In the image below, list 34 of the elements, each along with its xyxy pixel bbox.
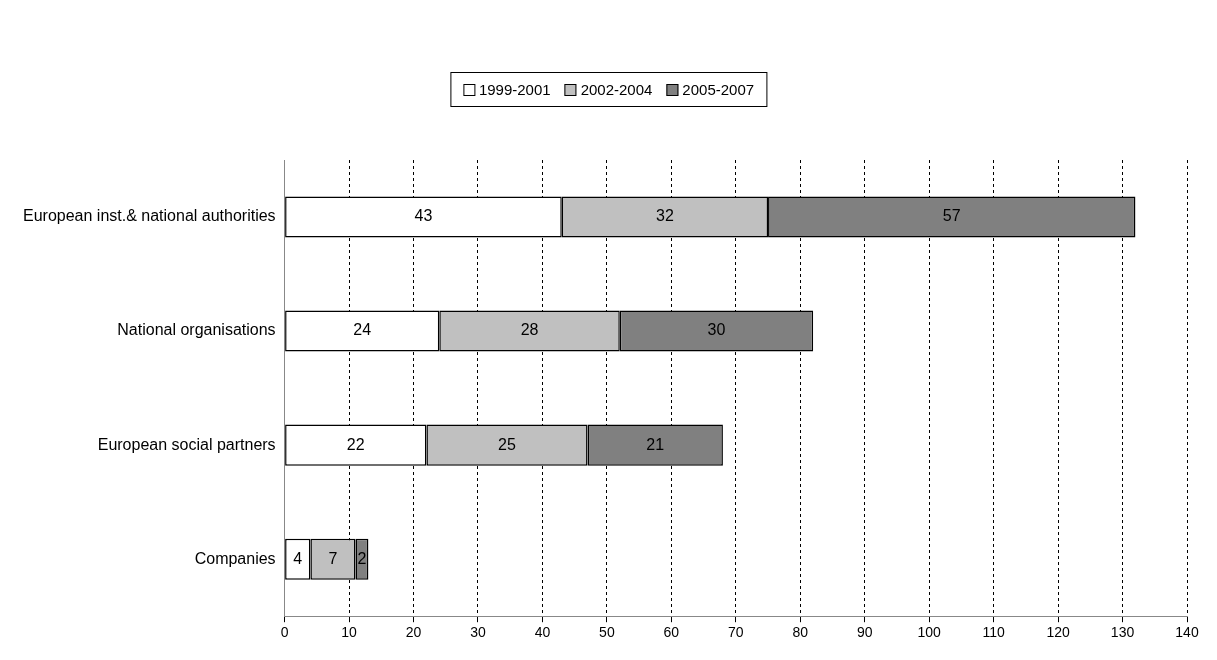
data-label: 7 (328, 549, 338, 567)
legend-label: 2002-2004 (579, 81, 653, 98)
data-label: 21 (646, 435, 665, 453)
data-label: 28 (520, 321, 539, 339)
data-label: 2 (357, 549, 367, 567)
x-tick-label: 70 (728, 624, 744, 641)
x-tick-label: 40 (534, 624, 551, 641)
x-tick-label: 0 (280, 624, 289, 641)
y-tick-label: National organisations (117, 321, 276, 339)
x-tick-label: 130 (1110, 624, 1135, 641)
x-tick-label: 110 (982, 624, 1005, 641)
x-tick-label: 90 (856, 624, 873, 641)
data-label: 24 (353, 321, 372, 339)
legend-label: 2005-2007 (681, 81, 755, 98)
x-tick-label: 80 (792, 624, 809, 641)
data-label: 30 (707, 321, 726, 339)
x-tick-label: 50 (599, 624, 615, 641)
x-tick-label: 60 (663, 624, 680, 641)
x-tick-label: 120 (1046, 624, 1070, 641)
x-tick-label: 140 (1175, 624, 1199, 641)
x-tick-label: 100 (917, 624, 942, 641)
y-tick-label: European social partners (97, 435, 276, 453)
text: 1999-2001 (477, 81, 551, 98)
y-tick-label: European inst.& national authorities (23, 207, 276, 225)
y-tick-label: Companies (194, 549, 276, 567)
data-label: 25 (498, 435, 516, 453)
data-label: 43 (414, 207, 433, 225)
data-label: 4 (293, 549, 303, 567)
x-tick-label: 30 (470, 624, 486, 641)
x-tick-label: 20 (405, 624, 422, 641)
data-label: 22 (346, 435, 365, 453)
data-label: 32 (656, 207, 674, 225)
x-tick-label: 10 (341, 624, 358, 641)
data-label: 57 (942, 207, 961, 225)
